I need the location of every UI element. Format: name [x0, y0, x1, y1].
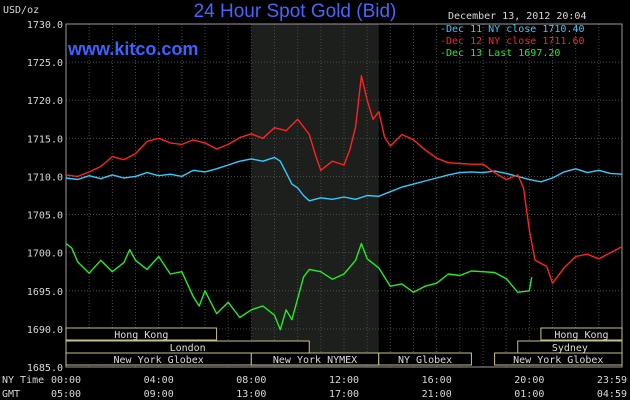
price-series [65, 75, 623, 331]
price-line-series-2 [65, 75, 623, 284]
grid-lines [66, 24, 622, 367]
session-label: NY Globex [398, 355, 452, 366]
plot-frame [65, 23, 623, 368]
legend-item: -Dec 12 NY close 1711.60 [440, 36, 585, 47]
x-tick-label: 04:00 [144, 375, 174, 386]
y-tick-label: 1690.0 [27, 325, 63, 336]
x-tick-label: 04:59 [597, 389, 627, 400]
y-tick-label: 1710.0 [27, 172, 63, 183]
y-tick-label: 1700.0 [27, 249, 63, 260]
y-tick-label: 1685.0 [27, 363, 63, 374]
legend: -Dec 11 NY close 1710.40-Dec 12 NY close… [440, 24, 585, 59]
session-label: London [170, 343, 206, 354]
session-bar [378, 352, 472, 366]
session-label: Hong Kong [554, 330, 608, 341]
session-bar [540, 327, 623, 341]
y-tick-label: 1705.0 [27, 211, 63, 222]
x-tick-label: 00:00 [51, 375, 81, 386]
y-tick-label: 1715.0 [27, 134, 63, 145]
price-line-series-1 [65, 156, 623, 202]
x-tick-label: 23:59 [597, 375, 627, 386]
x-tick-label: 16:00 [422, 375, 452, 386]
x-tick-label: 13:00 [236, 389, 266, 400]
y-axis-unit: USD/oz [3, 5, 39, 16]
legend-item: -Dec 13 Last 1697.20 [440, 48, 560, 59]
x-tick-label: 01:00 [514, 389, 544, 400]
time-row-label: NY Time [2, 375, 44, 386]
x-tick-label: 08:00 [236, 375, 266, 386]
session-label: Hong Kong [114, 330, 168, 341]
y-tick-label: 1720.0 [27, 96, 63, 107]
session-label: New York NYMEX [273, 355, 357, 366]
kitco-watermark: www.kitco.com [67, 39, 198, 59]
y-axis-ticks: 1730.0 1725.0 1720.0 1715.0 1710.0 1705.0 1700… [27, 20, 63, 374]
time-row-label: GMT [2, 389, 20, 400]
chart-title: 24 Hour Spot Gold (Bid) [194, 1, 397, 22]
y-tick-label: 1730.0 [27, 20, 63, 31]
nymex-session-shade [251, 24, 379, 367]
session-label: New York Globex [114, 355, 204, 366]
x-tick-label: 21:00 [422, 389, 452, 400]
session-label: New York Globex [513, 355, 603, 366]
x-tick-label: 05:00 [51, 389, 81, 400]
session-label: Sydney [552, 343, 588, 354]
y-tick-label: 1695.0 [27, 287, 63, 298]
session-bar [65, 327, 218, 341]
x-tick-label: 12:00 [329, 375, 359, 386]
x-tick-label: 09:00 [144, 389, 174, 400]
x-tick-label: 17:00 [329, 389, 359, 400]
x-axis-ticks: NY Time 00:00 04:00 08:00 12:00 16:00 20:00 23:… [2, 375, 627, 400]
x-tick-label: 20:00 [514, 375, 544, 386]
session-bar [494, 352, 623, 366]
chart-timestamp: December 13, 2012 20:04 [448, 11, 586, 22]
y-tick-label: 1725.0 [27, 58, 63, 69]
legend-item: -Dec 11 NY close 1710.40 [440, 24, 585, 35]
price-line-series-3 [65, 242, 533, 331]
